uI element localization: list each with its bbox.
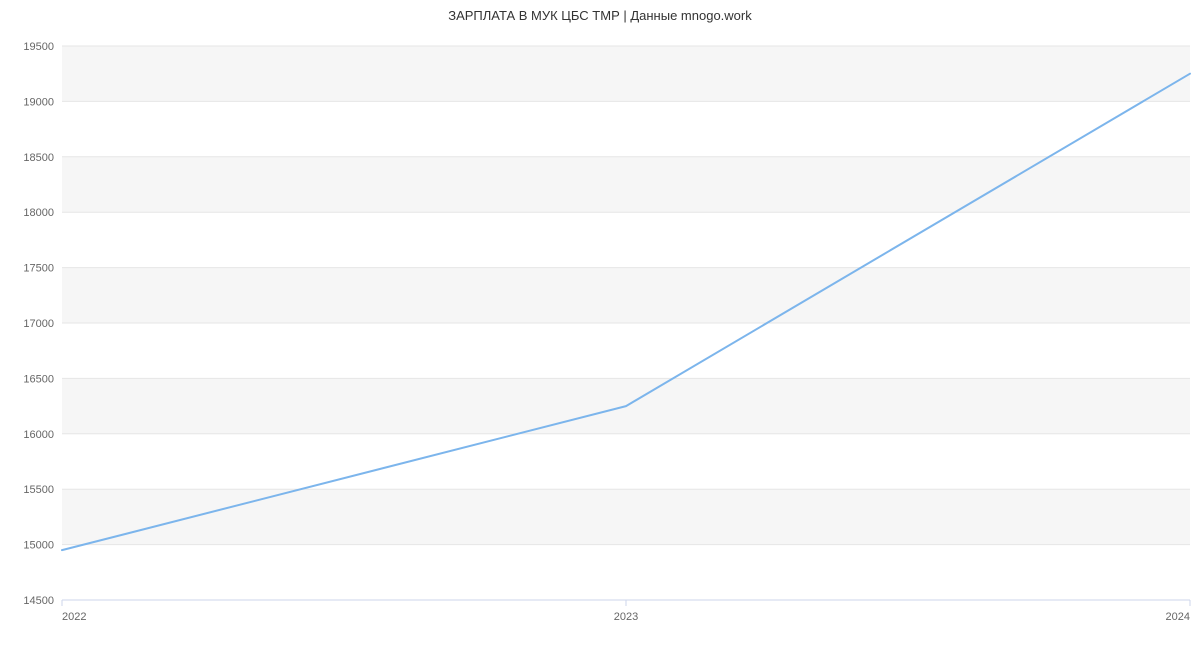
- svg-text:18000: 18000: [23, 207, 54, 219]
- svg-text:17000: 17000: [23, 318, 54, 330]
- svg-text:19000: 19000: [23, 96, 54, 108]
- svg-text:15000: 15000: [23, 540, 54, 552]
- svg-text:17500: 17500: [23, 263, 54, 275]
- svg-text:18500: 18500: [23, 152, 54, 164]
- svg-text:19500: 19500: [23, 41, 54, 53]
- svg-text:2024: 2024: [1166, 611, 1190, 623]
- svg-text:16000: 16000: [23, 429, 54, 441]
- svg-text:16500: 16500: [23, 373, 54, 385]
- chart-svg: 14500 15000 15500 16000 16500 17000 17500 18000…: [0, 0, 1200, 650]
- salary-chart: ЗАРПЛАТА В МУК ЦБС ТМР | Данные mnogo.wo…: [0, 0, 1200, 650]
- svg-text:2022: 2022: [62, 611, 86, 623]
- chart-title: ЗАРПЛАТА В МУК ЦБС ТМР | Данные mnogo.wo…: [0, 8, 1200, 23]
- svg-text:2023: 2023: [614, 611, 638, 623]
- svg-text:14500: 14500: [23, 595, 54, 607]
- svg-text:15500: 15500: [23, 484, 54, 496]
